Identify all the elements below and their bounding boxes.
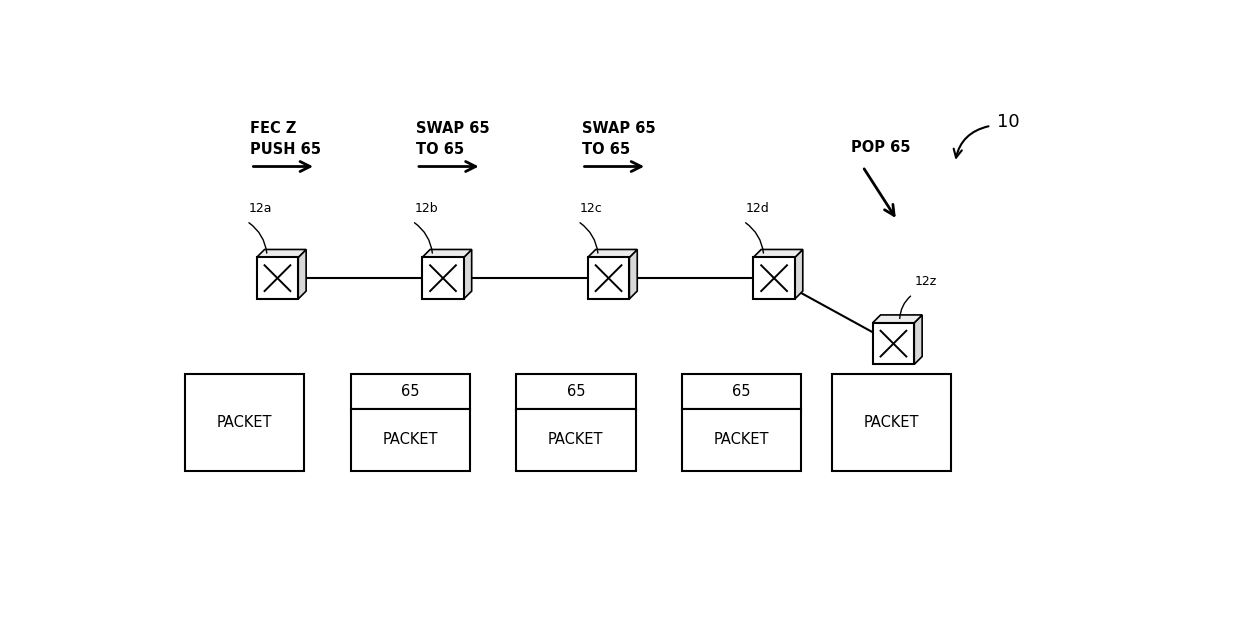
Text: FEC Z: FEC Z (250, 120, 296, 135)
Text: TO 65: TO 65 (417, 142, 464, 157)
Text: 12d: 12d (745, 202, 769, 215)
Text: PACKET: PACKET (864, 415, 919, 430)
Text: POP 65: POP 65 (851, 140, 910, 155)
Polygon shape (795, 250, 802, 299)
Polygon shape (630, 250, 637, 299)
Text: 65: 65 (401, 384, 419, 399)
Polygon shape (422, 257, 464, 299)
Text: SWAP 65: SWAP 65 (582, 120, 655, 135)
Text: PACKET: PACKET (382, 432, 438, 447)
Text: PUSH 65: PUSH 65 (250, 142, 321, 157)
Text: SWAP 65: SWAP 65 (417, 120, 490, 135)
Polygon shape (588, 250, 637, 257)
Polygon shape (873, 315, 923, 323)
Polygon shape (754, 250, 802, 257)
Text: TO 65: TO 65 (582, 142, 630, 157)
Polygon shape (914, 315, 923, 364)
Polygon shape (754, 257, 795, 299)
Polygon shape (299, 250, 306, 299)
Text: PACKET: PACKET (714, 432, 769, 447)
Text: PACKET: PACKET (217, 415, 273, 430)
Text: 10: 10 (997, 112, 1021, 130)
Bar (682, 374, 801, 409)
Text: 12a: 12a (249, 202, 273, 215)
Polygon shape (464, 250, 471, 299)
Polygon shape (257, 250, 306, 257)
Bar (832, 374, 951, 470)
Bar (185, 374, 304, 470)
Bar (516, 409, 635, 470)
Polygon shape (873, 323, 914, 364)
Polygon shape (588, 257, 630, 299)
Text: 12c: 12c (580, 202, 603, 215)
Text: 65: 65 (732, 384, 750, 399)
Text: 12b: 12b (414, 202, 438, 215)
Text: 65: 65 (567, 384, 585, 399)
Polygon shape (257, 257, 299, 299)
Text: PACKET: PACKET (548, 432, 604, 447)
Polygon shape (422, 250, 471, 257)
Bar (682, 409, 801, 470)
Bar (351, 409, 470, 470)
Text: 12z: 12z (915, 275, 937, 288)
Bar (351, 374, 470, 409)
Bar (516, 374, 635, 409)
